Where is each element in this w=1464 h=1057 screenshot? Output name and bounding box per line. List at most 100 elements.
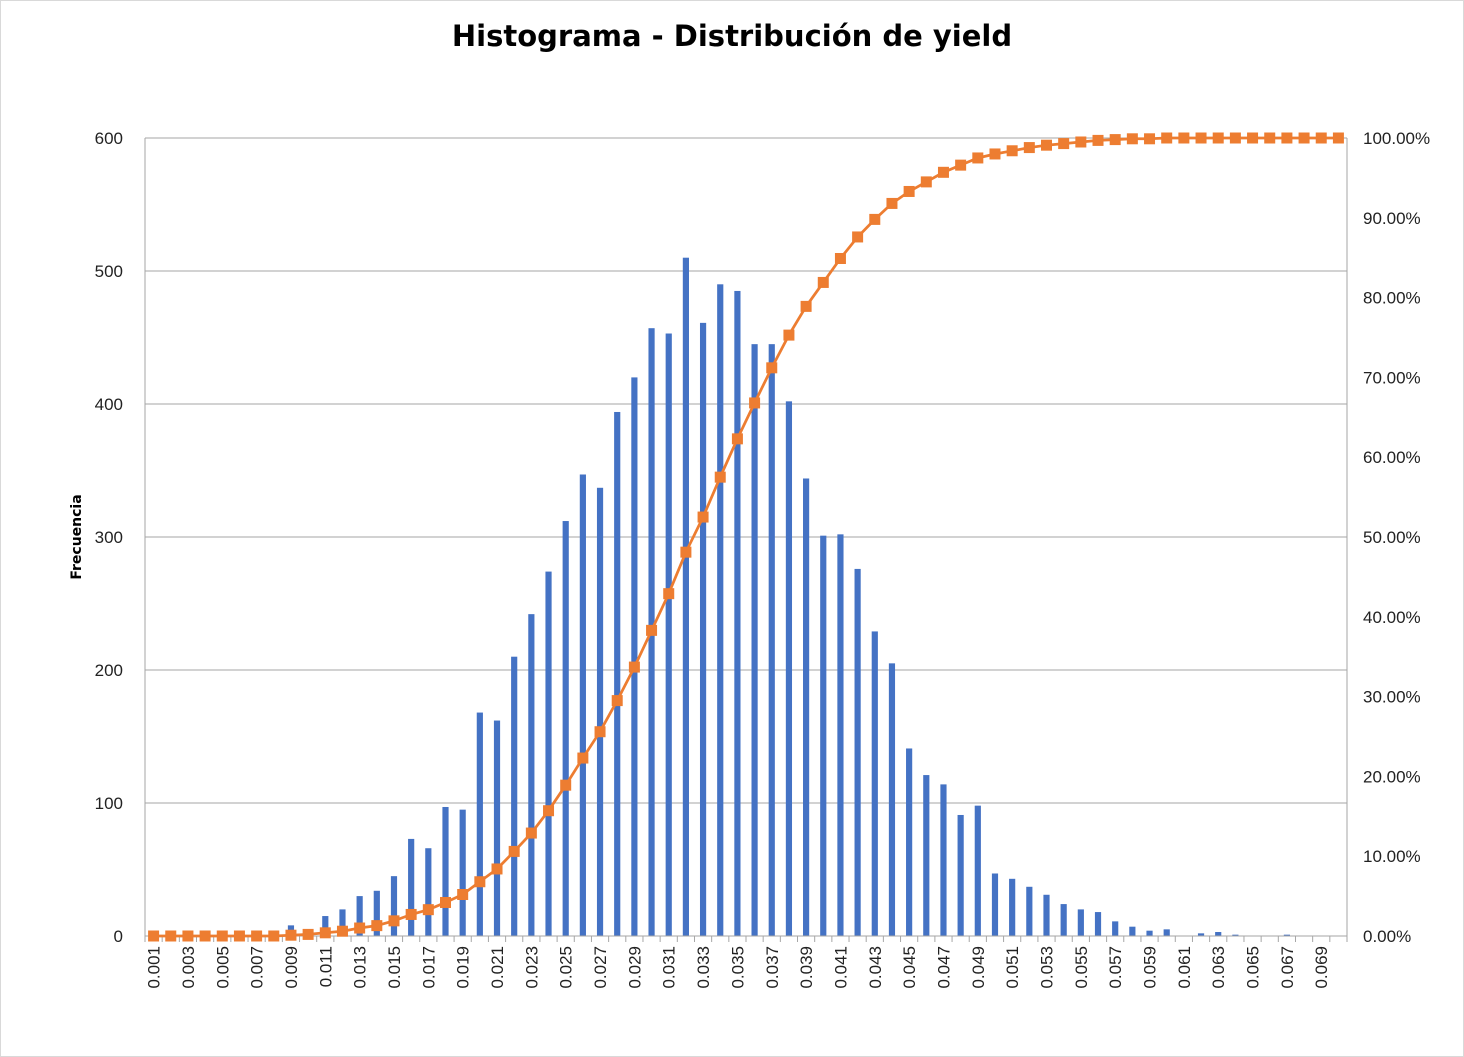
histogram-bar [1283,934,1290,936]
cumulative-marker [216,930,228,942]
cumulative-marker [302,928,314,940]
cumulative-marker [903,185,915,197]
cumulative-marker [1298,132,1310,144]
cumulative-marker [1332,132,1344,144]
histogram-bar [871,631,878,936]
cumulative-marker [714,471,726,483]
cumulative-marker [165,930,177,942]
y2-tick-label: 100.00% [1363,129,1430,148]
histogram-bar [373,890,380,936]
cumulative-marker [440,896,451,908]
y2-tick-label: 40.00% [1363,608,1421,627]
histogram-bar [923,775,930,936]
cumulative-marker [628,661,640,673]
histogram-bar [785,401,793,937]
cumulative-marker [646,624,658,636]
x-tick-label: 0.057 [1106,946,1125,989]
cumulative-marker [233,930,245,942]
x-tick-label: 0.061 [1175,946,1194,989]
y2-tick-label: 80.00% [1363,289,1421,308]
histogram-bar [682,257,689,936]
x-tick-label: 0.001 [145,946,164,989]
x-tick-label: 0.037 [763,946,782,989]
histogram-bar [408,838,415,936]
y2-tick-label: 70.00% [1363,368,1421,387]
cumulative-marker [766,362,778,374]
cumulative-marker [422,904,434,916]
x-axis-tick-labels: 0.001 0.003 0.005 0.007 0.009 0.011 0.013 0.015… [145,946,1332,989]
cumulative-marker [852,231,864,243]
x-tick-label: 0.039 [797,946,816,989]
cumulative-marker [1178,132,1190,144]
cumulative-marker [920,176,932,188]
cumulative-marker [1126,133,1138,145]
y2-tick-label: 10.00% [1363,847,1421,866]
cumulative-marker [1041,139,1052,151]
histogram-bar [888,663,896,936]
y-axis-title: Frecuencia [69,494,85,579]
cumulative-marker [251,930,263,942]
y-tick-label: 300 [95,528,123,547]
cumulative-marker [525,827,537,839]
cumulative-marker [886,197,898,209]
cumulative-marker [319,927,331,939]
x-tick-label: 0.053 [1038,946,1057,989]
y-tick-label: 0 [114,927,123,946]
cumulative-marker [663,588,675,600]
histogram-bar [322,916,329,936]
histogram-bar [734,290,741,936]
cumulative-marker [594,726,606,738]
cumulative-marker [817,276,829,288]
cumulative-marker [937,166,949,178]
cumulative-marker [611,695,623,707]
cumulative-marker [474,876,486,888]
cumulative-marker [1247,132,1259,144]
histogram-bar [511,656,518,936]
cumulative-marker [834,252,846,264]
cumulative-marker [1109,134,1121,146]
y2-tick-label: 20.00% [1363,767,1421,786]
histogram-bar [614,411,621,937]
histogram-bar [957,814,964,936]
cumulative-marker [1195,132,1207,144]
cumulative-marker [371,920,383,932]
x-tick-label: 0.045 [900,946,919,989]
cumulative-marker [1144,133,1156,145]
cumulative-marker [989,148,1001,160]
gridlines [145,137,1347,804]
y2-tick-label: 90.00% [1363,209,1421,228]
x-tick-label: 0.011 [316,946,335,987]
cumulative-marker [1161,132,1173,144]
bar-series [287,257,1290,937]
cumulative-marker [1229,132,1241,144]
histogram-bar [1197,933,1205,936]
histogram-bar [528,614,535,936]
cumulative-marker [1315,132,1327,144]
cumulative-marker [800,300,812,312]
cumulative-marker [508,845,520,857]
histogram-bar [579,474,586,936]
histogram-bar [425,848,432,936]
cumulative-marker [1023,142,1035,154]
x-tick-label: 0.015 [385,946,404,989]
histogram-bar [803,478,810,936]
histogram-bar [837,534,844,936]
x-tick-label: 0.023 [522,946,541,989]
x-tick-label: 0.033 [694,946,713,989]
x-tick-label: 0.049 [969,946,988,989]
histogram-bar [991,873,999,936]
histogram-bar [1112,921,1119,936]
cumulative-marker [1006,145,1018,157]
x-tick-label: 0.063 [1209,946,1228,989]
x-tick-label: 0.021 [488,946,507,989]
histogram-bar [1026,886,1033,936]
histogram-bar [974,805,981,936]
histogram-bar [339,909,346,936]
y-tick-label: 600 [95,129,123,148]
x-tick-label: 0.029 [625,946,644,989]
histogram-bar [1077,909,1084,936]
histogram-bar [1232,934,1239,936]
histogram-bar [906,748,913,936]
histogram-bar [717,284,724,936]
